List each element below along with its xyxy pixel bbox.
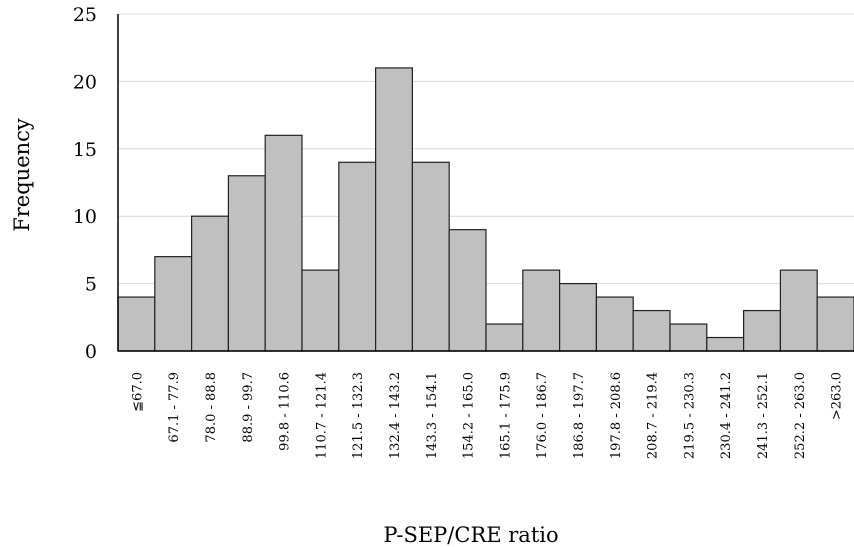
bar [191,215,230,352]
bars [117,67,854,352]
bar [338,161,377,352]
x-tick-label: 88.9 - 99.7 [241,372,256,443]
y-tick-label: 20 [73,71,97,93]
bar [301,269,340,352]
bar [669,323,708,352]
x-tick-label: 110.7 - 121.4 [314,372,329,459]
x-tick-label: 132.4 - 143.2 [388,372,403,459]
bar [154,256,193,352]
x-tick-label: 165.1 - 175.9 [498,372,513,459]
x-tick-labels: ≦67.0 67.1 - 77.9 78.0 - 88.8 88.9 - 99.7 99… [130,372,844,459]
x-tick-label: 67.1 - 77.9 [167,372,182,443]
y-axis-title: Frequency [10,118,34,232]
x-tick-label: 143.3 - 154.1 [425,372,440,459]
bar [816,296,854,352]
x-tick-label: 208.7 - 219.4 [646,372,661,459]
bar [264,134,303,352]
bar [522,269,561,352]
y-tick-label: 5 [85,274,97,296]
y-tick-label: 10 [73,206,97,228]
bar [742,309,781,352]
x-tick-label: 219.5 - 230.3 [682,372,697,459]
bar [706,336,745,352]
bar [117,296,156,352]
x-tick-label: >263.0 [830,372,845,420]
x-axis-title: P-SEP/CRE ratio [383,523,558,547]
x-tick-label: 241.3 - 252.1 [756,372,771,459]
x-tick-label: ≦67.0 [130,372,145,412]
x-tick-label: 121.5 - 132.3 [351,372,366,459]
x-tick-label: 197.8 - 208.6 [609,372,624,459]
x-tick-label: 252.2 - 263.0 [793,372,808,459]
x-tick-label: 78.0 - 88.8 [204,372,219,443]
x-tick-label: 99.8 - 110.6 [278,372,293,451]
bar [448,229,487,352]
x-tick-label: 230.4 - 241.2 [719,372,734,459]
x-tick-label: 154.2 - 165.0 [462,372,477,459]
bar [595,296,634,352]
bar [485,323,524,352]
y-tick-labels: 0 5 10 15 20 25 [73,4,97,363]
bar [558,283,597,352]
x-tick-label: 176.0 - 186.7 [535,372,550,459]
bar [375,67,414,352]
y-tick-label: 15 [73,139,97,161]
y-tick-label: 0 [85,341,97,363]
x-tick-label: 186.8 - 197.7 [572,372,587,459]
y-tick-label: 25 [73,4,97,26]
bar [779,269,818,352]
bar [411,161,450,352]
bar [632,309,671,352]
axes [117,14,854,352]
bar [227,175,266,352]
